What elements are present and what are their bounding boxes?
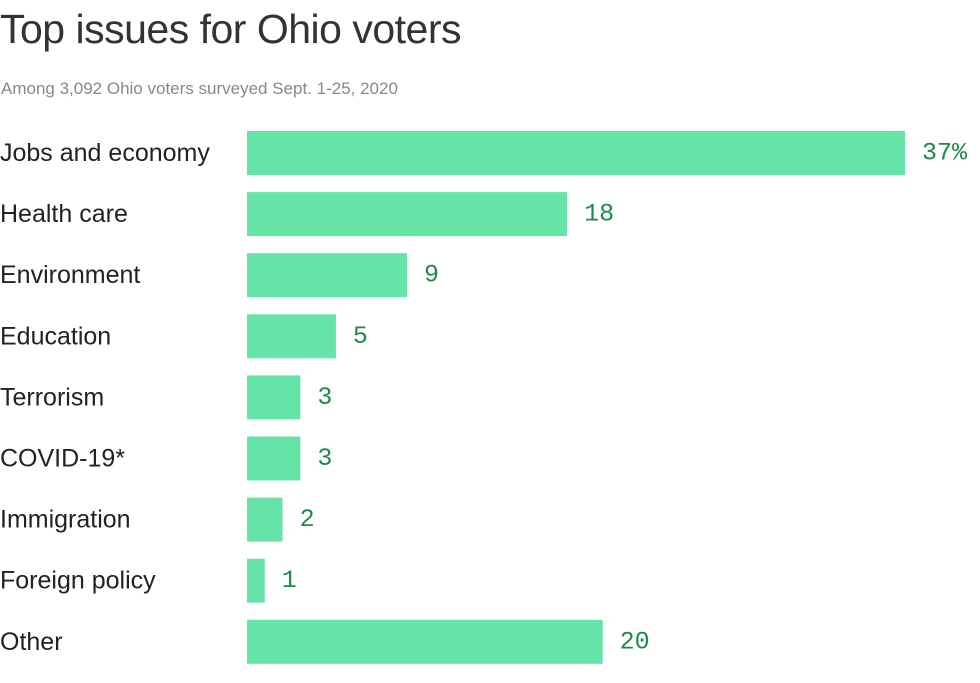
category-label: Environment (0, 261, 140, 289)
value-label: 1 (282, 566, 297, 595)
bar (247, 619, 603, 664)
bar (247, 131, 905, 175)
value-label: 3 (317, 383, 332, 412)
value-label: 3 (317, 444, 332, 473)
category-label: Health care (0, 200, 128, 228)
bar (247, 497, 283, 542)
bar (247, 314, 336, 359)
bar-row: Terrorism 3 (0, 375, 332, 420)
category-label: Terrorism (0, 383, 104, 411)
category-label: Immigration (0, 506, 131, 534)
bar-row: Health care 18 (0, 192, 614, 237)
value-label: 2 (300, 505, 315, 534)
value-label: 18 (584, 200, 614, 229)
bar-row: Jobs and economy 37% (0, 131, 968, 175)
bar-row: Foreign policy 1 (0, 558, 297, 603)
bar (247, 558, 265, 603)
category-label: Foreign policy (0, 567, 156, 595)
value-label: 37% (922, 139, 968, 168)
chart-title: Top issues for Ohio voters (0, 6, 461, 52)
bar (247, 253, 408, 298)
bar (247, 192, 568, 237)
category-label: Education (0, 322, 111, 350)
value-label: 9 (424, 261, 439, 290)
bar-row: Environment 9 (0, 253, 439, 298)
bar (247, 375, 301, 420)
chart-subtitle: Among 3,092 Ohio voters surveyed Sept. 1… (1, 79, 398, 98)
bar-row: COVID-19* 3 (0, 436, 332, 481)
bar-row: Other 20 (0, 619, 650, 664)
value-label: 20 (620, 627, 650, 656)
bar (247, 436, 301, 481)
category-label: Jobs and economy (0, 139, 210, 167)
value-label: 5 (353, 322, 368, 351)
bar-row: Education 5 (0, 314, 368, 359)
category-label: Other (0, 628, 63, 656)
bar-row: Immigration 2 (0, 497, 315, 542)
category-label: COVID-19* (0, 445, 125, 473)
